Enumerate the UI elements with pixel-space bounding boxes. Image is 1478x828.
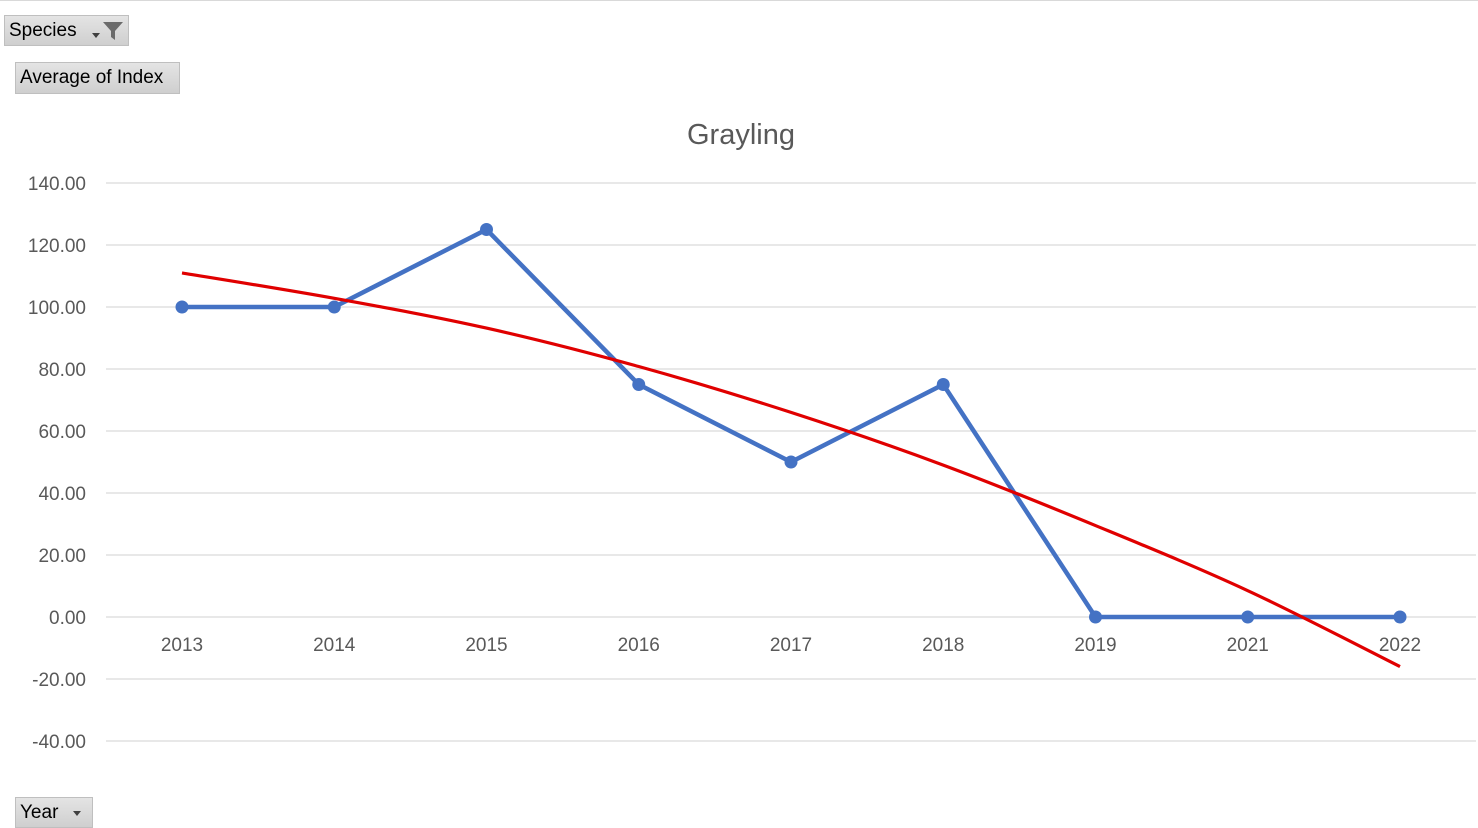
data-point bbox=[1393, 610, 1407, 624]
y-tick-label: 40.00 bbox=[38, 484, 86, 505]
data-point bbox=[175, 300, 189, 314]
y-tick-label: -40.00 bbox=[32, 732, 86, 753]
y-tick-label: -20.00 bbox=[32, 670, 86, 691]
filter-icon bbox=[103, 22, 123, 40]
data-point bbox=[327, 300, 341, 314]
data-point bbox=[1089, 610, 1102, 624]
y-tick-label: 140.00 bbox=[28, 174, 86, 195]
x-tick-label: 2019 bbox=[1074, 635, 1116, 656]
y-tick-label: 120.00 bbox=[28, 236, 86, 257]
x-tick-label: 2015 bbox=[465, 635, 507, 656]
y-tick-label: 0.00 bbox=[49, 608, 86, 629]
chart-title: Grayling bbox=[687, 119, 795, 151]
data-point bbox=[936, 378, 950, 391]
series-layer bbox=[175, 223, 1407, 624]
x-tick-label: 2021 bbox=[1227, 635, 1269, 656]
trendline bbox=[181, 271, 1401, 669]
y-tick-label: 60.00 bbox=[38, 422, 86, 443]
trendline-layer bbox=[181, 271, 1401, 669]
data-point bbox=[784, 455, 798, 469]
chevron-down-icon bbox=[73, 811, 81, 816]
data-point bbox=[480, 223, 493, 236]
x-tick-label: 2016 bbox=[618, 635, 660, 656]
series-line bbox=[182, 227, 1400, 620]
y-tick-label: 80.00 bbox=[38, 360, 86, 381]
data-point bbox=[632, 378, 646, 391]
y-tick-label: 20.00 bbox=[38, 546, 86, 567]
species-filter-button[interactable]: Species bbox=[4, 15, 129, 46]
x-tick-label: 2022 bbox=[1379, 635, 1421, 656]
data-point bbox=[1241, 610, 1255, 624]
values-field-button[interactable]: Average of Index bbox=[15, 62, 180, 94]
x-tick-label: 2013 bbox=[161, 635, 203, 656]
values-field-label: Average of Index bbox=[20, 67, 164, 88]
chevron-down-icon bbox=[92, 33, 100, 38]
x-tick-label: 2017 bbox=[770, 635, 812, 656]
x-axis-ticks: 2013 2014 2015 2016 2017 2018 2019 2021 2022 bbox=[161, 635, 1421, 656]
x-tick-label: 2014 bbox=[313, 635, 356, 656]
y-tick-label: 100.00 bbox=[28, 298, 86, 319]
year-axis-field-label: Year bbox=[20, 801, 59, 823]
species-filter-label: Species bbox=[9, 19, 77, 41]
top-border bbox=[0, 0, 1478, 1]
y-axis-ticks: -40.00 -20.00 0.00 20.00 40.00 60.00 80.00 100.… bbox=[28, 174, 86, 753]
x-tick-label: 2018 bbox=[922, 635, 964, 656]
